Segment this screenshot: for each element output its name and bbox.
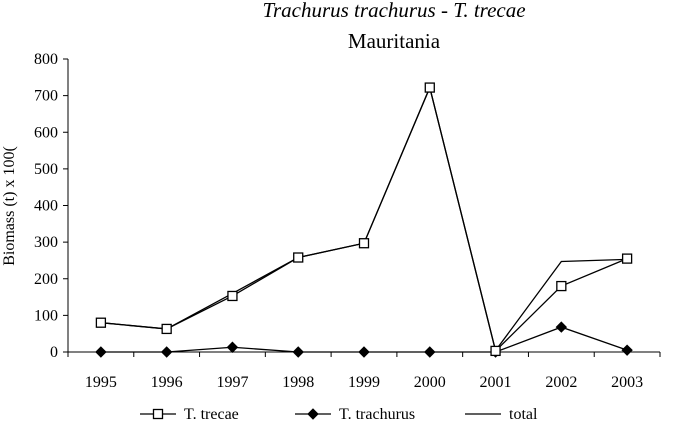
data-point-t-trachurus xyxy=(226,341,239,353)
y-tick-label: 200 xyxy=(34,271,58,288)
axes: 0 100 200 300 400 500 600 700 800 1995 1996 1997 199… xyxy=(34,51,661,391)
legend-item-t-trecae: T. trecae xyxy=(140,406,239,423)
x-tick-label: 1999 xyxy=(348,374,380,391)
chart-title: Trachurus trachurus - T. trecae xyxy=(262,0,525,22)
series-line-total xyxy=(100,85,628,353)
legend-item-total: total xyxy=(465,406,538,423)
data-point-t-trecae xyxy=(227,290,238,302)
data-point-t-trachurus xyxy=(95,346,107,358)
data-point-t-trachurus xyxy=(292,346,304,358)
series-line-t-trecae xyxy=(100,85,628,353)
y-tick-label: 100 xyxy=(34,307,58,324)
legend-label: T. trachurus xyxy=(339,406,415,423)
legend-item-t-trachurus: T. trachurus xyxy=(295,406,415,423)
y-axis-label: Biomass (t) x 100( xyxy=(1,146,18,266)
y-tick-label: 500 xyxy=(34,161,58,178)
data-point-t-trachurus xyxy=(555,321,568,333)
data-point-t-trecae xyxy=(293,252,304,263)
data-point-t-trecae xyxy=(358,238,370,249)
y-tick-label: 0 xyxy=(50,344,58,361)
y-tick-label: 800 xyxy=(34,51,58,68)
data-point-t-trecae xyxy=(556,280,567,292)
x-tick-label: 1998 xyxy=(282,374,314,391)
legend-label: T. trecae xyxy=(184,406,239,423)
data-point-t-trachurus xyxy=(621,344,633,356)
x-tick-label: 2002 xyxy=(545,374,577,391)
y-tick-label: 300 xyxy=(34,234,58,251)
chart-subtitle: Mauritania xyxy=(348,29,441,53)
series-layer xyxy=(95,82,633,358)
data-point-t-trecae xyxy=(490,345,501,357)
legend: T. trecae T. trachurus total xyxy=(140,406,538,423)
data-point-t-trecae xyxy=(424,82,435,93)
legend-swatch-marker xyxy=(307,408,319,420)
x-tick-label: 2003 xyxy=(611,374,643,391)
data-point-t-trecae xyxy=(95,317,107,328)
x-tick-label: 2001 xyxy=(480,374,512,391)
data-point-t-trecae xyxy=(161,323,172,335)
legend-swatch-marker xyxy=(152,408,164,420)
series-total xyxy=(100,85,628,353)
data-point-t-trachurus xyxy=(424,346,436,358)
y-tick-label: 600 xyxy=(34,124,58,141)
legend-label: total xyxy=(509,406,538,423)
x-tick-label: 1997 xyxy=(216,374,248,391)
x-tick-label: 2000 xyxy=(414,374,446,391)
data-point-t-trachurus xyxy=(160,346,173,358)
series-t-trecae xyxy=(95,82,633,357)
x-tick-label: 1996 xyxy=(151,374,183,391)
data-point-t-trecae xyxy=(621,253,633,264)
x-tick-label: 1995 xyxy=(85,374,117,391)
data-point-t-trachurus xyxy=(358,346,370,358)
y-tick-label: 400 xyxy=(34,198,58,215)
y-tick-label: 700 xyxy=(34,88,58,105)
